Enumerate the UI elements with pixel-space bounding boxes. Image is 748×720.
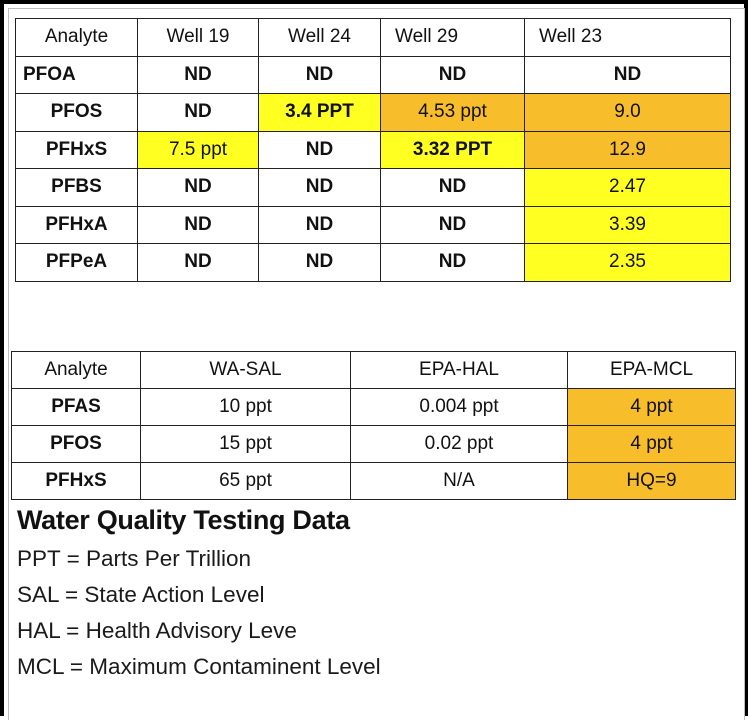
legend-item-mcl: MCL = Maximum Contaminent Level [17,654,381,679]
legend-item-ppt: PPT = Parts Per Trillion [17,546,252,571]
value-cell: ND [524,55,731,94]
value-cell-highlighted: 3.4 PPT [258,93,381,132]
analyte-cell: PFHxS [15,130,138,169]
epa-hal-cell: 0.004 ppt [350,388,568,426]
value-cell: ND [258,130,381,169]
value-cell: ND [380,55,525,94]
table-row: PFAS 10 ppt 0.004 ppt 4 ppt [11,388,736,426]
value-cell: ND [258,205,381,244]
header-analyte: Analyte [15,18,138,57]
analyte-cell: PFOA [15,55,138,94]
value-cell-highlighted: 4.53 ppt [380,93,525,132]
document-inner-border [8,8,745,720]
value-cell: ND [380,168,525,207]
analyte-cell: PFAS [11,388,141,426]
table-row: PFHxS 65 ppt N/A HQ=9 [11,462,736,500]
legend-item-sal: SAL = State Action Level [17,582,265,607]
epa-mcl-cell: HQ=9 [567,462,736,500]
analyte-cell: PFOS [11,425,141,463]
value-cell-highlighted: 12.9 [524,130,731,169]
wa-sal-cell: 10 ppt [140,388,351,426]
wa-sal-cell: 65 ppt [140,462,351,500]
analyte-cell: PFHxA [15,205,138,244]
analyte-cell: PFHxS [11,462,141,500]
table-row: PFOA ND ND ND ND [15,55,731,94]
value-cell-highlighted: 2.35 [524,243,731,282]
abbreviation-legend: PPT = Parts Per Trillion SAL = State Act… [17,541,381,685]
table-row: PFOS ND 3.4 PPT 4.53 ppt 9.0 [15,93,731,132]
value-cell-highlighted: 2.47 [524,168,731,207]
value-cell: ND [380,243,525,282]
epa-hal-cell: 0.02 ppt [350,425,568,463]
epa-hal-cell: N/A [350,462,568,500]
header-well-23: Well 23 [524,18,731,57]
value-cell-highlighted: 9.0 [524,93,731,132]
value-cell: ND [380,205,525,244]
table-row: PFBS ND ND ND 2.47 [15,168,731,207]
header-well-19: Well 19 [137,18,259,57]
header-epa-mcl: EPA-MCL [567,351,736,389]
table-row: PFHxA ND ND ND 3.39 [15,205,731,244]
header-epa-hal: EPA-HAL [350,351,568,389]
table-row: PFHxS 7.5 ppt ND 3.32 PPT 12.9 [15,130,731,169]
value-cell-highlighted: 7.5 ppt [137,130,259,169]
header-analyte: Analyte [11,351,141,389]
analyte-cell: PFBS [15,168,138,207]
value-cell: ND [258,243,381,282]
document-title: Water Quality Testing Data [17,505,350,535]
value-cell: ND [137,205,259,244]
legend-item-hal: HAL = Health Advisory Leve [17,618,297,643]
value-cell: ND [258,168,381,207]
value-cell: ND [258,55,381,94]
value-cell: ND [137,168,259,207]
value-cell-highlighted: 3.39 [524,205,731,244]
header-well-29: Well 29 [380,18,525,57]
value-cell: ND [137,93,259,132]
value-cell-highlighted: 3.32 PPT [380,130,525,169]
header-well-24: Well 24 [258,18,381,57]
value-cell: ND [137,55,259,94]
header-wa-sal: WA-SAL [140,351,351,389]
epa-mcl-cell: 4 ppt [567,388,736,426]
table-header-row: Analyte Well 19 Well 24 Well 29 Well 23 [15,18,731,57]
value-cell: ND [137,243,259,282]
table-header-row: Analyte WA-SAL EPA-HAL EPA-MCL [11,351,736,389]
wa-sal-cell: 15 ppt [140,425,351,463]
table-row: PFOS 15 ppt 0.02 ppt 4 ppt [11,425,736,463]
regulatory-limits-table: Analyte WA-SAL EPA-HAL EPA-MCL PFAS 10 p… [11,351,736,500]
analyte-cell: PFPeA [15,243,138,282]
analyte-cell: PFOS [15,93,138,132]
table-row: PFPeA ND ND ND 2.35 [15,243,731,282]
well-results-table: Analyte Well 19 Well 24 Well 29 Well 23 … [15,18,731,282]
epa-mcl-cell: 4 ppt [567,425,736,463]
